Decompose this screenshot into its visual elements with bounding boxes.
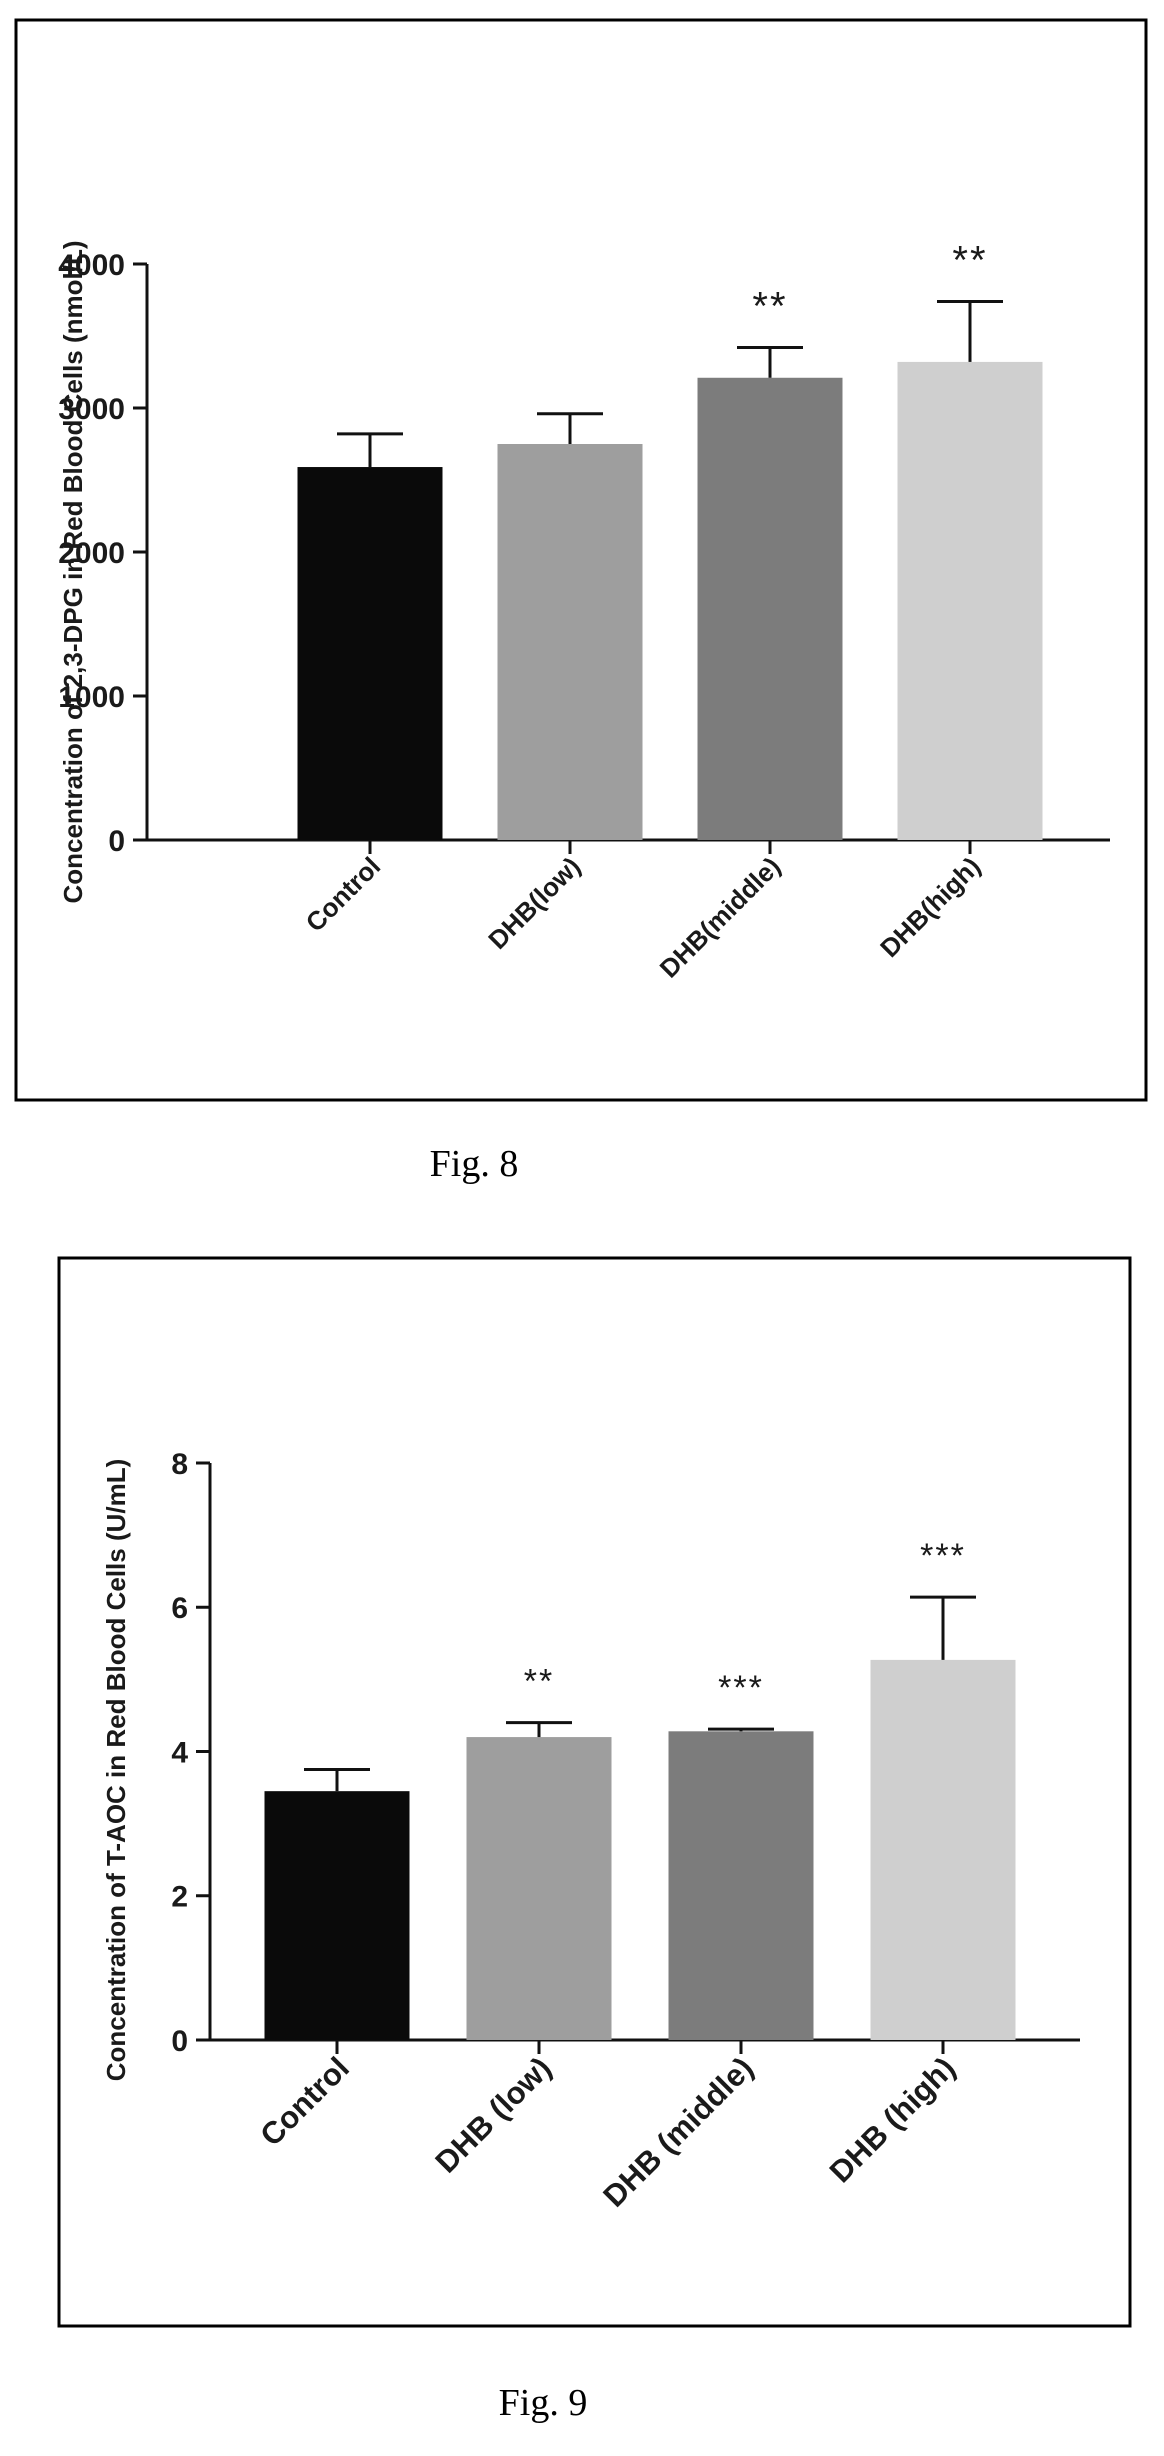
fig8-y-tick-label: 1000 [58, 681, 125, 714]
fig8-bar [497, 444, 643, 840]
fig9-y-tick-label: 6 [171, 1592, 188, 1625]
fig9-bar [668, 1731, 814, 2040]
fig9-category-label: DHB (high) [823, 2050, 962, 2189]
fig8-y-tick-label: 3000 [58, 393, 125, 426]
fig8-y-tick-label: 0 [108, 825, 125, 858]
fig9-y-tick-label: 4 [171, 1736, 188, 1769]
fig9-category-label: DHB (middle) [596, 2050, 760, 2214]
fig8-caption: Fig. 8 [430, 1143, 519, 1185]
fig8-frame [14, 18, 1148, 1102]
fig8-panel: Concentration of 2,3-DPG in Red Blood Ce… [14, 18, 1148, 1185]
fig9-y-axis-title: Concentration of T-AOC in Red Blood Cell… [101, 1459, 131, 2082]
fig8-category-label: DHB(low) [482, 851, 586, 955]
fig8-bar [697, 377, 843, 840]
fig9-plot-area: 0 2 4 6 8 Control DHB (low) ** DHB (middle) *** DH… [171, 1448, 1080, 2214]
fig8-bar [897, 361, 1043, 840]
fig9-caption: Fig. 9 [499, 2382, 588, 2424]
fig9-category-label: Control [253, 2050, 356, 2153]
fig9-significance-label: *** [920, 1537, 966, 1575]
fig8-y-axis-title: Concentration of 2,3-DPG in Red Blood Ce… [58, 240, 88, 903]
fig8-y-tick-label: 2000 [58, 537, 125, 570]
fig8-category-label: Control [300, 851, 387, 938]
fig9-frame [57, 1256, 1132, 2328]
fig9-y-tick-label: 8 [171, 1448, 188, 1481]
fig9-y-tick-label: 2 [171, 1881, 188, 1914]
fig9-y-tick-label: 0 [171, 2025, 188, 2058]
fig9-bar [264, 1791, 410, 2040]
fig8-bar [297, 467, 443, 840]
fig9-panel: Concentration of T-AOC in Red Blood Cell… [57, 1256, 1132, 2424]
fig8-y-tick-label: 4000 [58, 249, 125, 282]
fig9-category-label: DHB (low) [428, 2050, 557, 2179]
fig8-plot-area: 0 1000 2000 3000 4000 Control DHB(low) DHB(midd… [58, 238, 1110, 984]
fig9-significance-label: ** [524, 1663, 554, 1701]
fig9-significance-label: *** [718, 1669, 764, 1707]
fig8-category-label: DHB(middle) [654, 851, 787, 984]
fig9-bar [466, 1737, 612, 2040]
fig8-significance-label: ** [752, 285, 787, 329]
fig8-significance-label: ** [952, 238, 987, 282]
fig8-category-label: DHB(high) [874, 851, 986, 963]
fig9-bar [870, 1659, 1016, 2040]
